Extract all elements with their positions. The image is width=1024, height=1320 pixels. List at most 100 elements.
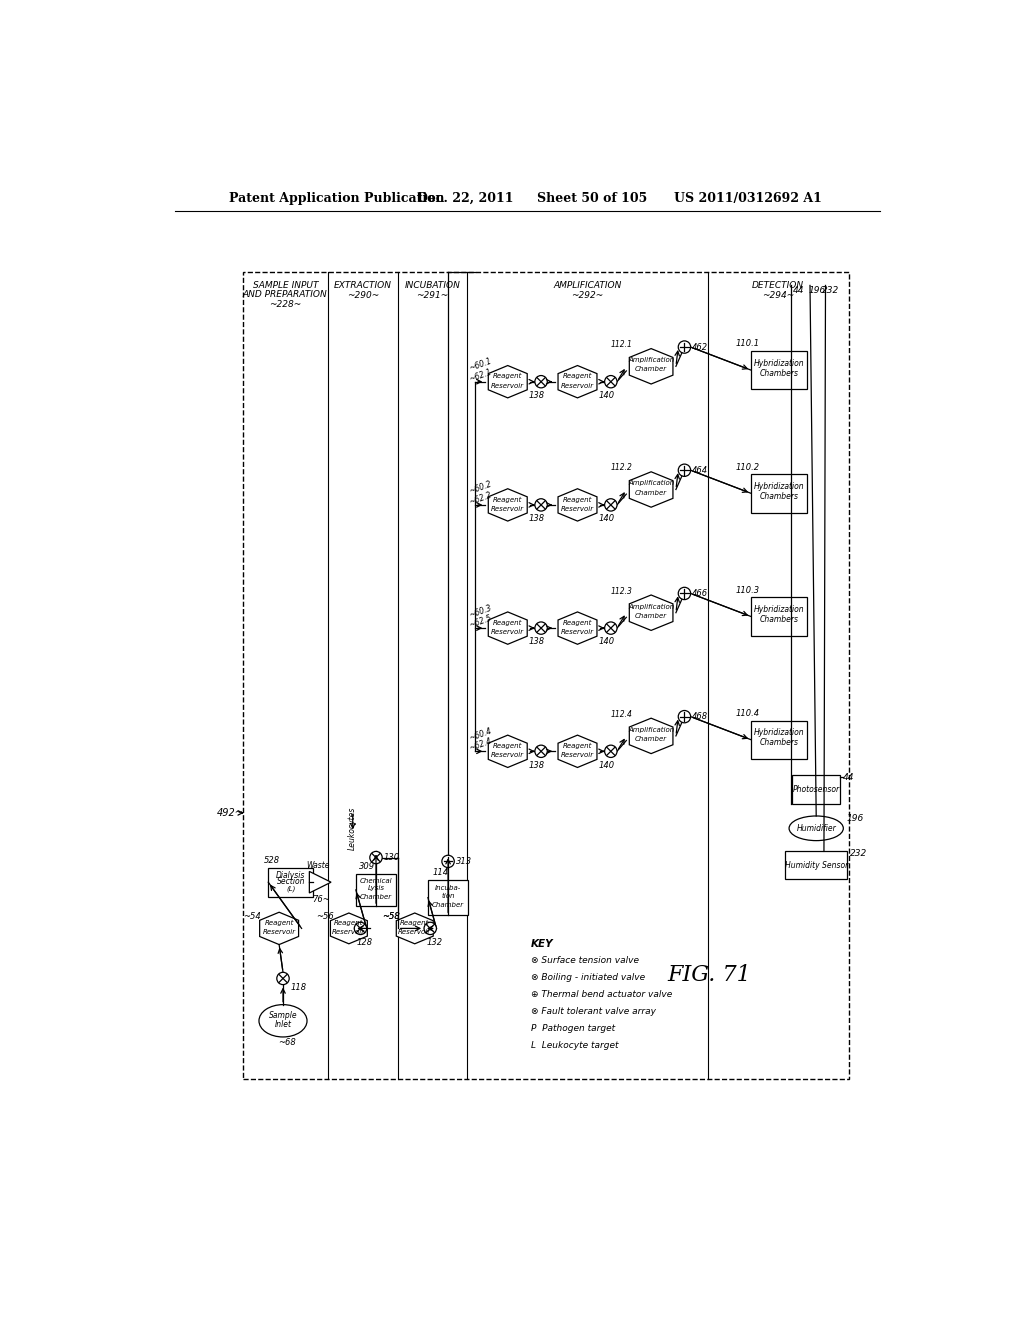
Text: 462: 462 <box>692 343 709 351</box>
Bar <box>751 721 807 759</box>
Text: Reservoir: Reservoir <box>492 506 524 512</box>
Bar <box>751 351 807 389</box>
Text: 112.2: 112.2 <box>611 463 633 473</box>
Text: ~60.3: ~60.3 <box>467 603 493 619</box>
Circle shape <box>276 973 289 985</box>
Polygon shape <box>396 913 433 944</box>
Circle shape <box>604 744 617 758</box>
Text: L  Leukocyte target: L Leukocyte target <box>531 1041 618 1049</box>
Text: FIG. 71: FIG. 71 <box>668 964 752 986</box>
Text: Chamber: Chamber <box>360 894 392 900</box>
Polygon shape <box>558 735 597 767</box>
Polygon shape <box>630 718 673 754</box>
Polygon shape <box>488 366 527 397</box>
Text: Chambers: Chambers <box>760 368 799 378</box>
Text: Reagent: Reagent <box>563 496 592 503</box>
Text: Chamber: Chamber <box>432 903 464 908</box>
Circle shape <box>678 341 690 354</box>
Circle shape <box>604 376 617 388</box>
Bar <box>785 851 847 879</box>
Text: Waste: Waste <box>306 861 330 870</box>
Text: 118: 118 <box>291 983 307 993</box>
Text: AND PREPARATION: AND PREPARATION <box>243 290 328 300</box>
Polygon shape <box>488 612 527 644</box>
Text: ~60.2: ~60.2 <box>467 479 493 496</box>
Text: Reagent: Reagent <box>563 374 592 379</box>
Text: (L): (L) <box>286 886 296 892</box>
Text: Reagent: Reagent <box>494 374 522 379</box>
Text: Hybridization: Hybridization <box>754 729 804 738</box>
Text: ~60.4: ~60.4 <box>467 726 493 743</box>
Text: Amplification: Amplification <box>628 603 674 610</box>
Text: 132: 132 <box>426 937 442 946</box>
Text: Chambers: Chambers <box>760 738 799 747</box>
Text: ~58: ~58 <box>382 912 400 920</box>
Text: SAMPLE INPUT: SAMPLE INPUT <box>253 281 318 290</box>
Text: 196: 196 <box>847 814 863 822</box>
Text: 112.3: 112.3 <box>611 586 633 595</box>
Circle shape <box>678 710 690 723</box>
Text: ~292~: ~292~ <box>571 290 604 300</box>
Text: Reservoir: Reservoir <box>398 929 431 936</box>
Text: Hybridization: Hybridization <box>754 359 804 368</box>
Text: Hybridization: Hybridization <box>754 605 804 614</box>
Text: Chamber: Chamber <box>635 612 668 619</box>
Text: 44: 44 <box>844 774 855 781</box>
Text: ~294~: ~294~ <box>762 290 795 300</box>
Text: ~56: ~56 <box>316 912 334 920</box>
Text: 130: 130 <box>384 853 400 862</box>
Text: 110.1: 110.1 <box>735 339 760 348</box>
Text: Dec. 22, 2011: Dec. 22, 2011 <box>417 191 514 205</box>
Text: KEY: KEY <box>531 939 554 949</box>
Text: ~290~: ~290~ <box>347 290 379 300</box>
Text: Patent Application Publication: Patent Application Publication <box>228 191 444 205</box>
Text: Chamber: Chamber <box>635 367 668 372</box>
Circle shape <box>354 923 367 935</box>
Text: 232: 232 <box>850 849 867 858</box>
Text: ~291~: ~291~ <box>417 290 449 300</box>
Text: Reagent: Reagent <box>334 920 364 927</box>
Text: 110.2: 110.2 <box>735 463 760 471</box>
Text: Dialysis: Dialysis <box>276 871 305 879</box>
Circle shape <box>604 499 617 511</box>
Text: Sheet 50 of 105: Sheet 50 of 105 <box>538 191 647 205</box>
Text: Hybridization: Hybridization <box>754 482 804 491</box>
Text: Reservoir: Reservoir <box>492 383 524 388</box>
Text: Reagent: Reagent <box>494 496 522 503</box>
Text: DETECTION: DETECTION <box>753 281 804 290</box>
Text: Reservoir: Reservoir <box>561 506 594 512</box>
Circle shape <box>604 622 617 635</box>
Text: ~62.1: ~62.1 <box>467 367 493 384</box>
Text: Chemical: Chemical <box>359 878 392 884</box>
Text: Reservoir: Reservoir <box>333 929 366 936</box>
Text: Photosensor: Photosensor <box>793 785 840 795</box>
Text: US 2011/0312692 A1: US 2011/0312692 A1 <box>675 191 822 205</box>
Polygon shape <box>309 871 331 892</box>
Text: tion: tion <box>441 894 455 899</box>
Text: Inlet: Inlet <box>274 1020 292 1030</box>
Text: Reagent: Reagent <box>563 619 592 626</box>
Polygon shape <box>488 488 527 521</box>
Bar <box>751 474 807 512</box>
Text: Leukocytes: Leukocytes <box>348 807 357 850</box>
Bar <box>751 598 807 636</box>
Text: 140: 140 <box>598 638 614 647</box>
Text: ⊕ Thermal bend actuator valve: ⊕ Thermal bend actuator valve <box>531 990 672 999</box>
Text: Chamber: Chamber <box>635 490 668 495</box>
Text: Reagent: Reagent <box>494 619 522 626</box>
Text: ~62.5: ~62.5 <box>467 614 493 630</box>
Text: ⊗ Surface tension valve: ⊗ Surface tension valve <box>531 956 639 965</box>
Text: ⊗ Boiling - initiated valve: ⊗ Boiling - initiated valve <box>531 973 645 982</box>
Text: Humidifier: Humidifier <box>797 824 836 833</box>
Text: 468: 468 <box>692 713 709 721</box>
Text: Lysis: Lysis <box>368 886 384 891</box>
Text: 138: 138 <box>528 638 545 647</box>
Ellipse shape <box>259 1005 307 1038</box>
Text: ~60.1: ~60.1 <box>467 356 493 374</box>
Text: 196: 196 <box>809 286 825 296</box>
Ellipse shape <box>790 816 844 841</box>
Text: 140: 140 <box>598 515 614 523</box>
Text: 464: 464 <box>692 466 709 475</box>
Text: Chambers: Chambers <box>760 615 799 624</box>
Bar <box>243 272 849 1078</box>
